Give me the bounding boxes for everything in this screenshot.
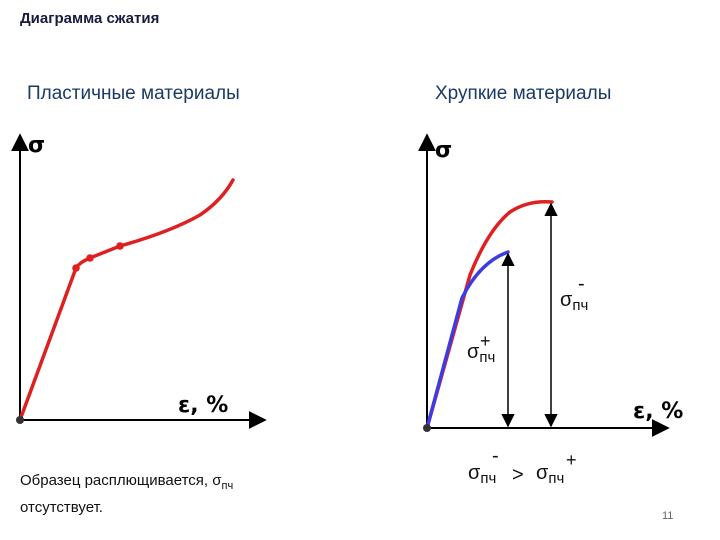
- plastic-origin-point: [16, 416, 24, 424]
- relation-left-sup: -: [492, 445, 499, 467]
- plastic-y-label: σ: [28, 133, 45, 158]
- brittle-curve-red: [425, 199, 554, 430]
- plastic-panel: σ ε, %: [10, 133, 267, 429]
- brittle-y-label: σ: [435, 138, 452, 163]
- relation-right-sigma: σпч: [536, 462, 564, 487]
- heading-brittle: Хрупкие материалы: [435, 83, 612, 104]
- plastic-caption: Образец расплющивается, σпч отсутствует.: [20, 472, 234, 516]
- plastic-hardening-point: [116, 242, 124, 250]
- sigma-minus-sup: -: [578, 273, 585, 295]
- strength-relation: σпч - > σпч +: [468, 445, 577, 487]
- sigma-plus-sup: +: [480, 331, 491, 351]
- plastic-yield-point-2: [86, 254, 94, 262]
- relation-left-sigma: σпч: [468, 462, 496, 487]
- brittle-x-label: ε, %: [633, 399, 683, 424]
- relation-right-sup: +: [566, 450, 577, 470]
- plastic-curve: [18, 178, 235, 422]
- relation-operator: >: [512, 464, 524, 486]
- plastic-x-label: ε, %: [178, 393, 228, 418]
- plastic-yield-point-1: [72, 264, 80, 272]
- slide-title: Диаграмма сжатия: [20, 10, 160, 27]
- sigma-minus-label: σпч: [560, 289, 588, 314]
- brittle-panel: σ ε, % σпч - σпч + σпч - > σпч +: [418, 133, 683, 487]
- sigma-plus-label: σпч: [467, 341, 495, 366]
- brittle-origin-point: [423, 424, 431, 432]
- heading-plastic: Пластичные материалы: [27, 83, 240, 104]
- page-number: 11: [662, 510, 674, 522]
